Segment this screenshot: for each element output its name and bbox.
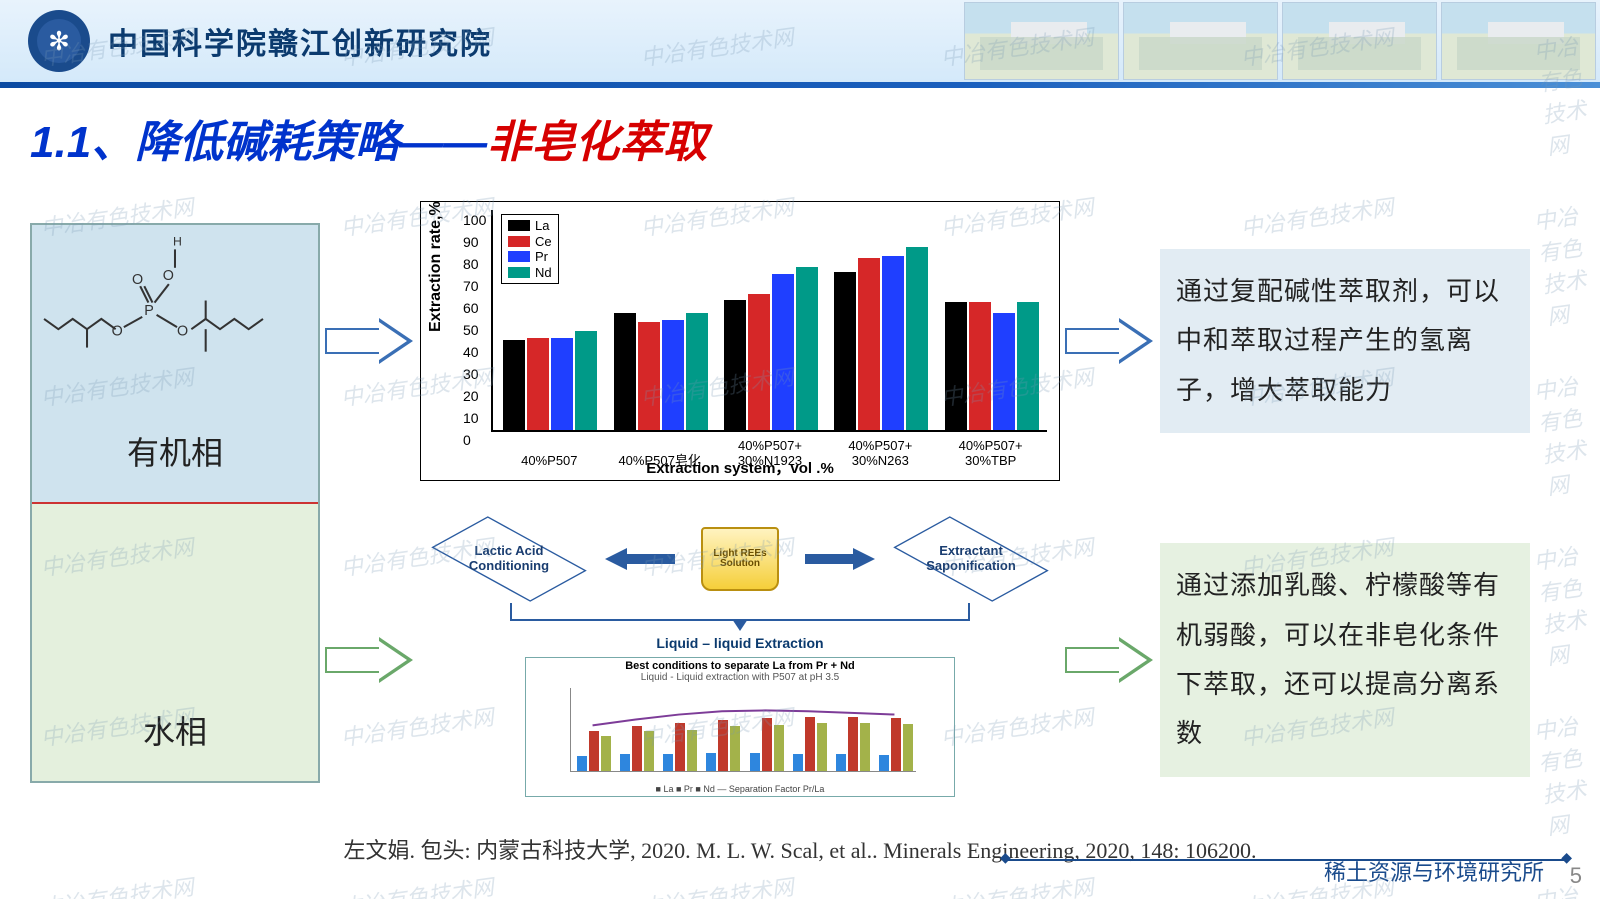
aqueous-phase-label: 水相 [143, 707, 207, 753]
flow-arrow-right-icon [805, 550, 875, 568]
svg-text:H: H [173, 234, 182, 248]
footer-department: 稀土资源与环境研究所 [1324, 855, 1544, 887]
flow-right-box: ExtractantSaponification [901, 519, 1041, 599]
svg-text:O: O [177, 323, 188, 339]
title-prefix: 1.1、降低碱耗策略—— [30, 118, 487, 167]
y-axis-label: Extraction rate,% [427, 201, 445, 332]
flow-diagram: Lactic AcidConditioning Light REEsSoluti… [420, 515, 1060, 805]
flow-left-box: Lactic AcidConditioning [439, 519, 579, 599]
inner-chart-title2: Liquid - Liquid extraction with P507 at … [528, 672, 952, 683]
svg-text:O: O [163, 268, 174, 284]
title-highlight: 非皂化萃取 [487, 118, 707, 167]
inner-chart-legend: ■ La ■ Pr ■ Nd — Separation Factor Pr/La [526, 784, 954, 794]
arrow-green-icon [320, 637, 420, 683]
logo: ✻ 中国科学院赣江创新研究院 [28, 10, 492, 72]
slide-title: 1.1、降低碱耗策略——非皂化萃取 [0, 88, 1600, 178]
phase-column: H O P O O O 有机相 [30, 223, 320, 783]
flow-title: Liquid – liquid Extraction [420, 635, 1060, 651]
inner-chart: Best conditions to separate La from Pr +… [525, 657, 955, 797]
organic-phase-label: 有机相 [127, 428, 223, 474]
svg-text:O: O [132, 272, 143, 288]
x-axis-label: Extraction system，vol .% [646, 457, 834, 478]
chart-legend: LaCePrNd [501, 214, 559, 284]
beaker-icon: Light REEsSolution [701, 527, 779, 591]
svg-text:O: O [112, 323, 123, 339]
molecule-icon: H O P O O O [42, 233, 308, 356]
arrow-blue-icon [320, 318, 420, 364]
arrow-blue-icon [1060, 318, 1160, 364]
note-bottom: 通过添加乳酸、柠檬酸等有机弱酸，可以在非皂化条件下萃取，还可以提高分离系数 [1160, 543, 1530, 777]
header: ✻ 中国科学院赣江创新研究院 [0, 0, 1600, 82]
header-photos [964, 2, 1600, 80]
svg-text:P: P [144, 303, 154, 319]
page-number: 5 [1570, 863, 1582, 889]
institution-name: 中国科学院赣江创新研究院 [108, 19, 492, 63]
inner-chart-title1: Best conditions to separate La from Pr +… [528, 660, 952, 672]
bar-chart: LaCePrNd Extraction rate,% 40%P50740%P50… [420, 201, 1060, 481]
note-top: 通过复配碱性萃取剂，可以中和萃取过程产生的氢离子，增大萃取能力 [1160, 249, 1530, 433]
arrow-green-icon [1060, 637, 1160, 683]
flow-arrow-left-icon [605, 550, 675, 568]
